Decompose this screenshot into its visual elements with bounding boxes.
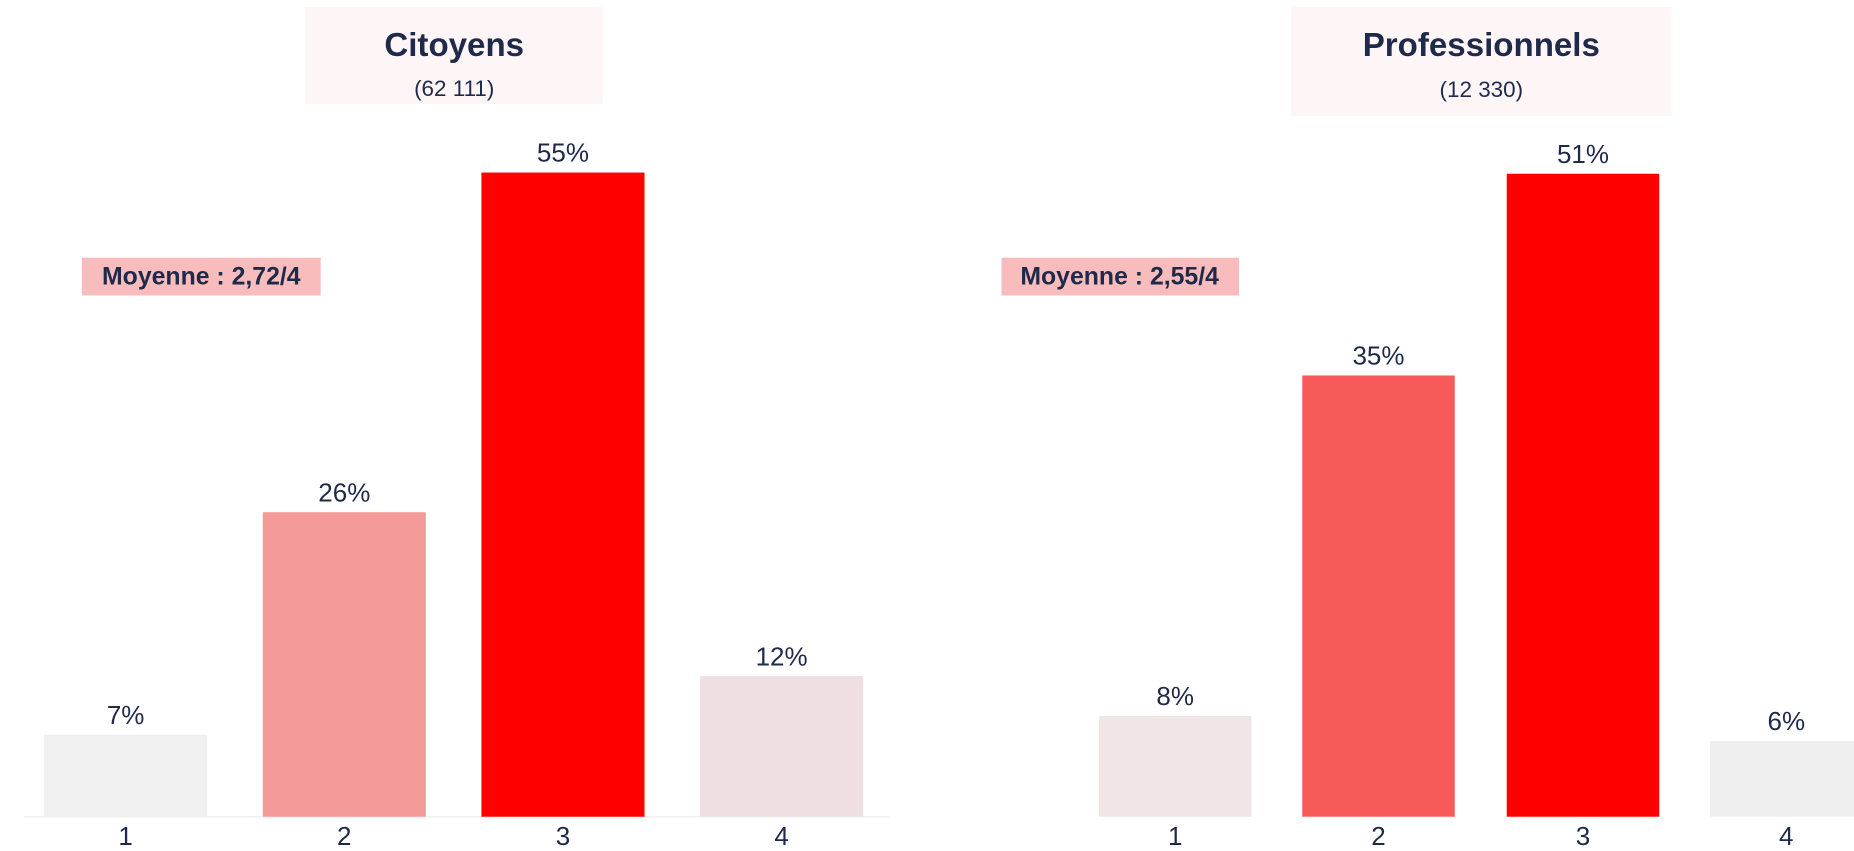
value-label: 7% <box>107 700 145 730</box>
annotation: Moyenne : 2,55/4 <box>1020 263 1219 290</box>
x-tick-label: 4 <box>1779 821 1793 851</box>
bar <box>1710 741 1854 817</box>
title-box <box>305 7 604 105</box>
x-tick-label: 4 <box>774 821 788 851</box>
value-label: 55% <box>537 138 589 168</box>
title-box <box>1291 7 1672 116</box>
chart-title: Citoyens <box>384 27 524 64</box>
chart-subtitle: (62 111) <box>414 76 494 101</box>
value-label: 6% <box>1767 706 1805 736</box>
chart-subtitle: (12 330) <box>1440 77 1524 102</box>
value-label: 35% <box>1352 341 1404 371</box>
note-box <box>1001 257 1240 296</box>
x-tick-label: 3 <box>1576 821 1590 851</box>
bar <box>1506 173 1660 817</box>
bar <box>44 734 208 817</box>
x-tick-label: 1 <box>118 821 132 851</box>
value-label: 26% <box>318 477 370 507</box>
x-tick-label: 2 <box>337 821 351 851</box>
bar <box>1302 375 1455 817</box>
note-box <box>81 257 321 296</box>
bar <box>262 512 426 817</box>
value-label: 12% <box>756 641 808 671</box>
x-tick-label: 2 <box>1371 821 1385 851</box>
bar <box>1098 715 1252 817</box>
x-tick-label: 3 <box>556 821 570 851</box>
value-label: 8% <box>1156 681 1194 711</box>
value-label: 51% <box>1557 139 1609 169</box>
annotation: Moyenne : 2,72/4 <box>102 263 301 290</box>
chart-title: Professionnels <box>1363 27 1600 64</box>
bar <box>481 172 645 817</box>
x-tick-label: 1 <box>1168 821 1182 851</box>
bar <box>700 676 864 817</box>
